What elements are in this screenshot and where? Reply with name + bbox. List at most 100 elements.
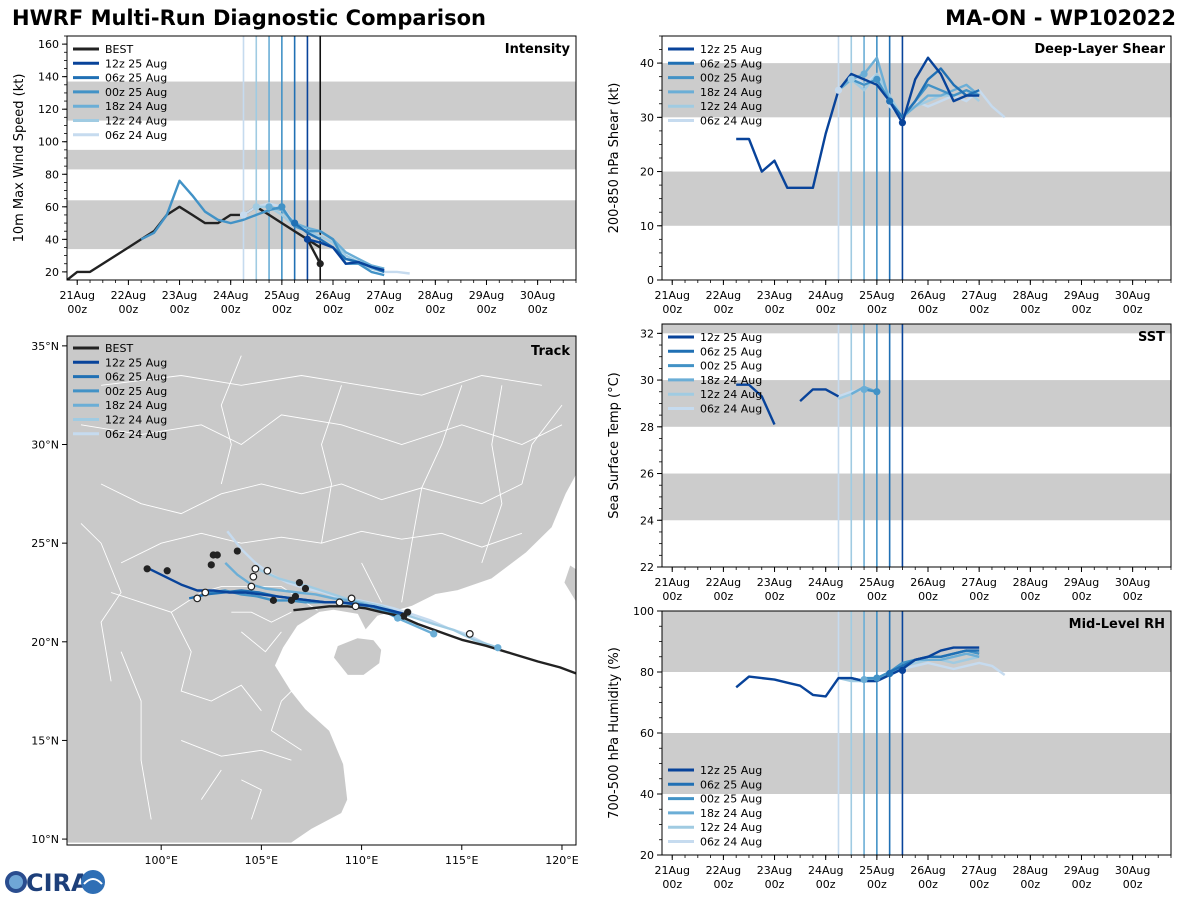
legend-label: 12z 25 Aug	[105, 57, 167, 70]
admin-boundary	[361, 562, 383, 603]
x-tick-label: 28Aug	[418, 289, 453, 302]
x-tick-label: 00z	[867, 590, 887, 603]
track-position-open-dot	[247, 582, 256, 591]
admin-boundary	[231, 611, 292, 623]
y-tick-label: 80	[640, 666, 654, 679]
x-tick-label: 00z	[374, 303, 394, 316]
legend-label: 06z 24 Aug	[700, 115, 762, 128]
y-tick-label: 15°N	[31, 734, 59, 747]
x-tick-label: 00z	[272, 303, 292, 316]
init-marker-12z-24-aug	[847, 75, 855, 83]
init-marker-00z-25-aug	[278, 203, 286, 211]
y-axis-label: Sea Surface Temp (°C)	[607, 372, 622, 519]
badge-arc-icon	[83, 878, 103, 885]
y-tick-label: 40	[45, 233, 59, 246]
admin-boundary	[481, 385, 503, 564]
y-tick-label: 30	[640, 374, 654, 387]
threshold-band	[662, 380, 1171, 427]
init-marker-06z-25-aug	[886, 97, 894, 105]
init-marker-12z-25-aug	[898, 666, 907, 675]
x-tick-label: 00z	[765, 303, 785, 316]
panel-title: Intensity	[505, 42, 571, 57]
series-line-12z-25-aug	[735, 646, 980, 698]
init-marker-18z-24-aug	[860, 676, 868, 684]
x-tick-label: 23Aug	[757, 576, 792, 589]
track-position-open-dot	[351, 602, 360, 611]
legend-label: 12z 25 Aug	[700, 331, 762, 344]
legend-label: 06z 24 Aug	[700, 836, 762, 849]
x-tick-label: 100°E	[144, 854, 177, 867]
init-marker-18z-24-aug	[860, 385, 868, 394]
track-position-open-dot	[251, 564, 260, 573]
x-tick-label: 27Aug	[961, 289, 996, 302]
x-tick-label: 00z	[918, 878, 938, 891]
x-tick-label: 00z	[816, 590, 836, 603]
x-tick-label: 29Aug	[1064, 289, 1099, 302]
x-tick-label: 00z	[1072, 878, 1092, 891]
admin-boundary	[401, 385, 463, 603]
series-group	[735, 646, 1006, 698]
x-tick-label: 24Aug	[808, 864, 843, 877]
x-tick-label: 00z	[1020, 303, 1040, 316]
x-tick-label: 28Aug	[1013, 289, 1048, 302]
x-tick-label: 00z	[713, 590, 733, 603]
legend-label: 00z 25 Aug	[105, 86, 167, 99]
y-axis-label: 700-500 hPa Humidity (%)	[607, 647, 622, 819]
y-axis-label: 200-850 hPa Shear (kt)	[607, 83, 622, 234]
x-tick-label: 00z	[867, 878, 887, 891]
x-tick-label: 30Aug	[1115, 289, 1150, 302]
x-tick-label: 00z	[477, 303, 497, 316]
x-tick-label: 29Aug	[469, 289, 504, 302]
satellite-badge-icon	[81, 870, 105, 894]
admin-boundary	[170, 611, 262, 712]
y-tick-label: 32	[640, 327, 654, 340]
y-tick-label: 60	[640, 727, 654, 740]
y-tick-label: 10°N	[31, 833, 59, 846]
x-tick-label: 30Aug	[1115, 864, 1150, 877]
x-tick-label: 00z	[816, 303, 836, 316]
admin-boundary	[270, 680, 302, 751]
panel-title: Deep-Layer Shear	[1034, 42, 1165, 57]
x-tick-label: 00z	[1072, 303, 1092, 316]
x-tick-label: 00z	[713, 878, 733, 891]
sst-panel: 22242628303221Aug00z22Aug00z23Aug00z24Au…	[607, 323, 1172, 603]
legend-label: 12z 25 Aug	[105, 356, 167, 369]
legend-label: 06z 25 Aug	[700, 345, 762, 358]
y-tick-label: 10	[640, 220, 654, 233]
init-marker-00z-25-aug	[873, 388, 881, 396]
y-tick-label: 60	[45, 201, 59, 214]
x-tick-label: 23Aug	[162, 289, 197, 302]
threshold-band	[662, 473, 1171, 521]
x-tick-label: 00z	[1123, 303, 1143, 316]
y-tick-label: 100	[633, 605, 654, 618]
init-marker-00z-25-aug	[873, 75, 881, 83]
legend-label: 18z 24 Aug	[700, 807, 762, 820]
y-tick-label: 30	[640, 111, 654, 124]
threshold-band	[662, 63, 1171, 118]
panel-title: SST	[1138, 330, 1165, 345]
x-tick-label: 23Aug	[757, 864, 792, 877]
x-tick-label: 00z	[221, 303, 241, 316]
x-tick-label: 00z	[867, 303, 887, 316]
series-group	[736, 56, 1006, 190]
x-tick-label: 00z	[118, 303, 138, 316]
figure-title: HWRF Multi-Run Diagnostic Comparison	[12, 6, 487, 30]
x-tick-label: 27Aug	[366, 289, 401, 302]
track-position-open-dot	[347, 594, 356, 603]
y-tick-label: 22	[640, 561, 654, 574]
legend-label: 06z 24 Aug	[105, 129, 167, 142]
x-tick-label: 22Aug	[111, 289, 146, 302]
y-tick-label: 0	[647, 274, 654, 287]
threshold-band	[67, 81, 576, 121]
x-tick-label: 00z	[816, 878, 836, 891]
logo-text: CIRA	[26, 869, 90, 897]
admin-boundary	[241, 779, 262, 820]
track-position-dot	[207, 561, 215, 569]
track-position-open-dot	[335, 598, 344, 607]
admin-boundary	[241, 631, 282, 653]
x-tick-label: 00z	[765, 878, 785, 891]
threshold-band	[662, 324, 1171, 334]
legend-label: 12z 24 Aug	[105, 115, 167, 128]
x-tick-label: 00z	[662, 590, 682, 603]
